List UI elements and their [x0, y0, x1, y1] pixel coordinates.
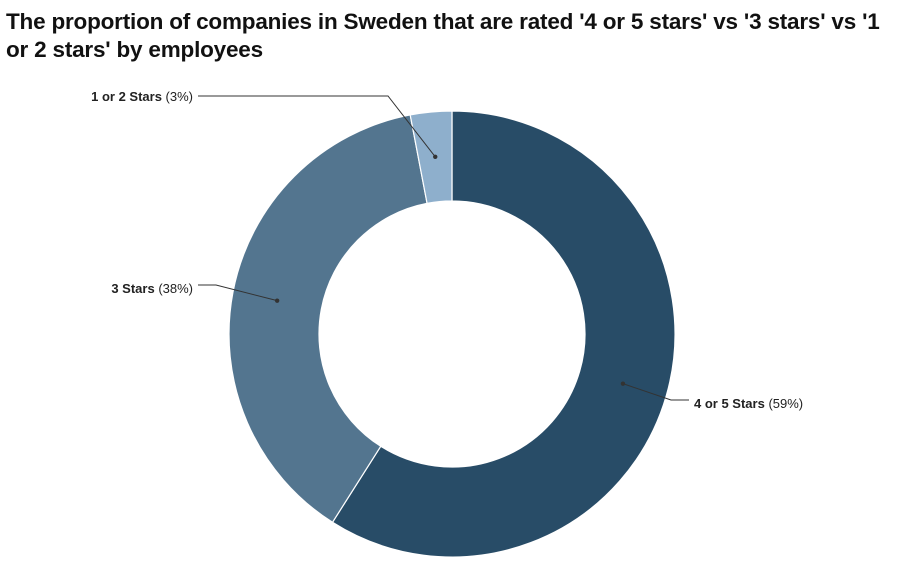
slice-label-value: (3%): [166, 89, 193, 104]
slice-label-name: 1 or 2 Stars: [91, 89, 165, 104]
chart-title: The proportion of companies in Sweden th…: [6, 9, 880, 62]
leader-lines: [198, 95, 689, 401]
slice-3-stars: [228, 114, 428, 524]
leader-line-1-or-2-stars: [198, 95, 436, 158]
leader-line-4-or-5-stars: [622, 383, 689, 401]
slice-labels: 4 or 5 Stars (59%) 3 Stars (38%) 1 or 2 St…: [91, 89, 803, 411]
slice-label-name: 4 or 5 Stars: [694, 396, 768, 411]
slice-4-or-5-stars: [331, 110, 676, 558]
donut-slices: [228, 110, 676, 558]
leader-dot-4-or-5-stars: [620, 381, 626, 386]
leader-line-3-stars: [198, 284, 278, 302]
slice-label-4-or-5-stars: 4 or 5 Stars (59%): [694, 396, 803, 411]
slice-label-name: 3 Stars: [111, 281, 158, 296]
slice-label-1-or-2-stars: 1 or 2 Stars (3%): [91, 89, 193, 104]
slice-1-or-2-stars: [409, 110, 453, 205]
slice-label-3-stars: 3 Stars (38%): [111, 281, 193, 296]
slice-label-value: (38%): [158, 281, 193, 296]
slice-label-value: (59%): [768, 396, 803, 411]
